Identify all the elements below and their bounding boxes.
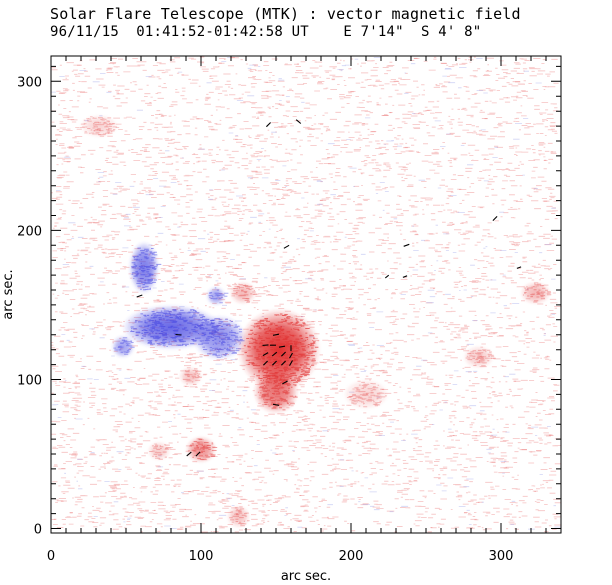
tick-layer [50,56,562,533]
positive-knot-8 [80,114,118,138]
field-vector-9 [136,294,143,298]
field-vector-7 [402,275,408,278]
positive-spot-lobe-speckle [257,371,299,411]
positive-knot-5-speckle [229,506,250,527]
y-tick-label-300: 300 [17,75,42,90]
positive-spot-core [237,308,321,391]
field-vector-12 [262,344,269,346]
plot-area [51,56,562,533]
axis-ticks [50,56,562,533]
positive-spot-core-speckle [243,313,319,386]
negative-plage-arm-speckle [131,247,162,291]
negative-plage-east [192,315,246,361]
field-vector-6 [384,274,390,279]
positive-spot-lobe [253,369,299,414]
positive-knot-6 [463,345,496,369]
field-vector-21 [272,360,277,366]
tick-label-layer: 0 100 200 300 0 100 200 300 [17,75,513,564]
field-vector-8 [516,266,522,269]
field-vector-14 [278,345,286,348]
positive-knot-4-speckle [182,368,202,385]
field-vector-26 [186,451,192,457]
x-axis-label: arc sec. [281,569,331,584]
negative-plage-west-speckle [113,337,135,355]
positive-knot-3 [520,281,552,305]
positive-knot-9 [343,379,389,410]
field-vector-3 [492,216,498,221]
x-tick-label-100: 100 [189,549,214,564]
x-tick-label-0: 0 [47,549,55,564]
field-vector-17 [271,351,278,357]
positive-knot-4 [179,367,202,386]
noise-layer [51,56,562,533]
negative-plage-east-speckle [197,318,245,358]
x-tick-label-300: 300 [489,549,514,564]
field-vector-25 [272,403,280,406]
positive-knot-3-speckle [522,283,552,303]
chart-title: Solar Flare Telescope (MTK) : vector mag… [50,5,521,23]
y-tick-label-0: 0 [34,523,42,538]
chart-subtitle: 96/11/15 01:41:52-01:42:58 UT E 7'14" S … [50,24,482,40]
field-vector-4 [283,244,290,249]
positive-knot-2 [229,281,258,305]
positive-knot-9-speckle [346,381,387,408]
field-vector-16 [262,352,269,357]
field-vector-5 [403,243,410,247]
negative-plage-west [111,335,135,358]
positive-knot-6-speckle [465,349,496,367]
negative-knot-speckle [208,287,229,304]
region-layer [80,114,552,528]
positive-knot-5 [227,505,250,528]
positive-knot-7-speckle [149,444,170,460]
negative-plage-arm [129,241,162,294]
y-tick-label-200: 200 [17,224,42,239]
field-vector-22 [281,360,286,366]
field-vector-20 [263,360,268,366]
y-tick-label-100: 100 [17,373,42,388]
field-vector-27 [195,451,201,457]
positive-knot-1-speckle [187,438,218,460]
negative-knot [206,286,229,306]
noise-negative [51,57,561,530]
field-vector-10 [175,333,182,336]
field-vector-18 [281,351,286,357]
field-vector-24 [282,380,288,385]
field-vector-11 [272,333,280,336]
field-vector-1 [266,122,271,128]
field-vector-19 [289,352,293,359]
positive-knot-8-speckle [83,117,116,136]
field-vector-23 [289,360,293,366]
positive-knot-2-speckle [231,283,258,303]
plot-background [51,56,561,533]
field-vector-2 [295,119,302,124]
positive-knot-1 [186,436,218,463]
y-axis-label: arc sec. [1,269,16,319]
x-tick-label-200: 200 [339,549,364,564]
vector-layer [136,119,522,457]
positive-knot-7 [147,441,171,461]
